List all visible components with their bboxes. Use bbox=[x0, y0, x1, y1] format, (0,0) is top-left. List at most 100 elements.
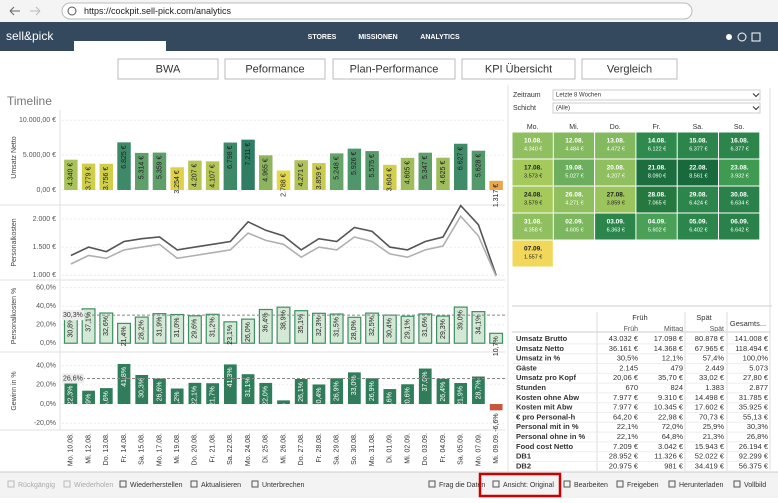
toolbar-button[interactable]: Unterbrechen bbox=[262, 482, 305, 489]
filter-dropdown[interactable] bbox=[552, 89, 761, 101]
calendar-cell[interactable] bbox=[677, 186, 718, 213]
y-tick-label: -20,0% bbox=[34, 420, 56, 427]
toolbar-icon[interactable] bbox=[190, 480, 198, 488]
toolbar-button[interactable]: Frag die Daten bbox=[439, 482, 485, 489]
notification-icon[interactable] bbox=[726, 34, 732, 40]
x-tick-label: Fr. 04.09. bbox=[440, 433, 447, 463]
calendar-cell[interactable] bbox=[512, 186, 553, 213]
toolbar-icon[interactable] bbox=[733, 480, 741, 488]
toolbar-button[interactable]: Herunterladen bbox=[679, 482, 723, 489]
toolbar-button[interactable]: Rückgängig bbox=[18, 482, 55, 489]
calendar-cell[interactable] bbox=[719, 159, 760, 186]
x-tick-label: Mo. 17.08. bbox=[156, 433, 163, 466]
calendar-cell[interactable] bbox=[719, 213, 760, 240]
tab-button[interactable] bbox=[117, 58, 219, 80]
toolbar-icon[interactable] bbox=[251, 480, 259, 488]
filter-label: Schicht bbox=[513, 105, 536, 112]
toolbar-button[interactable]: Bearbeiten bbox=[574, 482, 608, 489]
calendar-date: 13.08. bbox=[607, 138, 625, 145]
calendar-cell[interactable] bbox=[512, 240, 553, 267]
logout-icon[interactable] bbox=[751, 32, 761, 42]
calendar-cell[interactable] bbox=[595, 132, 636, 159]
calendar-cell[interactable] bbox=[677, 159, 718, 186]
filter-dropdown[interactable] bbox=[552, 102, 761, 114]
calendar-cell[interactable] bbox=[636, 159, 677, 186]
table-cell: 9.310 € bbox=[658, 393, 684, 402]
y-tick-label: 0,00 € bbox=[37, 187, 57, 194]
calendar-cell[interactable] bbox=[719, 132, 760, 159]
toolbar-button[interactable]: Aktualisieren bbox=[201, 482, 241, 489]
calendar-cell[interactable] bbox=[512, 159, 553, 186]
toolbar-button[interactable]: Wiederherstellen bbox=[130, 482, 183, 489]
search-icon bbox=[67, 6, 77, 16]
value-label: 31,5% bbox=[334, 317, 341, 337]
calendar-cell[interactable] bbox=[677, 132, 718, 159]
calendar-cell[interactable] bbox=[595, 159, 636, 186]
tab-label[interactable]: Plan-Performance bbox=[350, 63, 439, 75]
toolbar-icon[interactable] bbox=[563, 480, 571, 488]
value-label: 16,2% bbox=[174, 391, 181, 411]
logo[interactable]: sell&pick bbox=[6, 29, 54, 43]
calendar-cell[interactable] bbox=[553, 213, 595, 240]
toolbar-icon[interactable] bbox=[119, 480, 127, 488]
calendar-date: 21.08. bbox=[648, 165, 666, 172]
table-row-label: Kosten ohne Abw bbox=[516, 393, 579, 402]
calendar-cell[interactable] bbox=[553, 159, 595, 186]
filter-value[interactable]: (Alle) bbox=[556, 106, 570, 112]
calendar-cell[interactable] bbox=[636, 132, 677, 159]
value-label: 35,1% bbox=[298, 314, 305, 334]
reference-badge bbox=[62, 373, 84, 384]
value-label: 23,1% bbox=[227, 325, 234, 345]
value-label: 3,8% bbox=[280, 403, 287, 419]
tab-button[interactable] bbox=[224, 58, 326, 80]
calendar-cell[interactable] bbox=[677, 213, 718, 240]
table-cell: 10.345 € bbox=[654, 403, 684, 412]
calendar-cell[interactable] bbox=[719, 186, 760, 213]
calendar-cell[interactable] bbox=[512, 132, 553, 159]
nav-item[interactable]: ANALYTICS bbox=[420, 34, 460, 41]
calendar-cell[interactable] bbox=[595, 213, 636, 240]
back-button[interactable] bbox=[9, 6, 20, 16]
tab-label[interactable]: BWA bbox=[156, 63, 181, 75]
x-tick-label: Fr. 21.08. bbox=[209, 433, 216, 463]
toolbar-button[interactable]: Freigeben bbox=[627, 482, 659, 489]
toolbar-icon[interactable] bbox=[7, 480, 15, 488]
calendar-cell[interactable] bbox=[553, 132, 595, 159]
filter-value[interactable]: Letzte 8 Wochen bbox=[556, 93, 601, 99]
toolbar-button[interactable]: Wiederholen bbox=[74, 482, 113, 489]
nav-item[interactable]: MISSIONEN bbox=[358, 34, 397, 41]
calendar-cell[interactable] bbox=[595, 186, 636, 213]
dropdown-arrow[interactable] bbox=[752, 106, 760, 111]
toolbar-icon[interactable] bbox=[428, 480, 436, 488]
calendar-cell[interactable] bbox=[553, 186, 595, 213]
calendar-cell[interactable] bbox=[636, 186, 677, 213]
tab-label[interactable]: Peformance bbox=[245, 63, 304, 75]
toolbar-icon[interactable] bbox=[668, 480, 676, 488]
calendar-cell[interactable] bbox=[636, 213, 677, 240]
dropdown-arrow[interactable] bbox=[752, 93, 760, 98]
bar bbox=[347, 316, 362, 344]
nav-item[interactable]: STORES bbox=[308, 34, 337, 41]
bar bbox=[312, 163, 326, 190]
toolbar-button[interactable]: Vollbild bbox=[744, 482, 766, 489]
forward-button[interactable] bbox=[30, 6, 41, 16]
calendar-cell[interactable] bbox=[512, 213, 553, 240]
tab-button[interactable] bbox=[332, 58, 456, 80]
table-row-label: € pro Personal-h bbox=[516, 412, 576, 421]
calendar-value: 6.377 € bbox=[689, 146, 707, 152]
x-tick-label: Di. 01.09. bbox=[387, 433, 394, 463]
y-tick-label: 10.000,00 € bbox=[19, 117, 56, 124]
url-field[interactable] bbox=[61, 2, 693, 20]
help-icon[interactable] bbox=[737, 32, 747, 42]
tab-label[interactable]: Vergleich bbox=[607, 63, 652, 75]
value-label: 21,7% bbox=[209, 386, 216, 406]
toolbar-icon[interactable] bbox=[492, 480, 500, 488]
tab-label[interactable]: KPI Übersicht bbox=[485, 63, 552, 75]
value-label: 5.575 € bbox=[369, 154, 376, 177]
tab-button[interactable] bbox=[461, 58, 576, 80]
toolbar-button[interactable]: Ansicht: Original bbox=[503, 482, 554, 489]
tab-button[interactable] bbox=[581, 58, 678, 80]
toolbar-icon[interactable] bbox=[63, 480, 71, 488]
calendar-header: So. bbox=[734, 124, 745, 131]
toolbar-icon[interactable] bbox=[616, 480, 624, 488]
